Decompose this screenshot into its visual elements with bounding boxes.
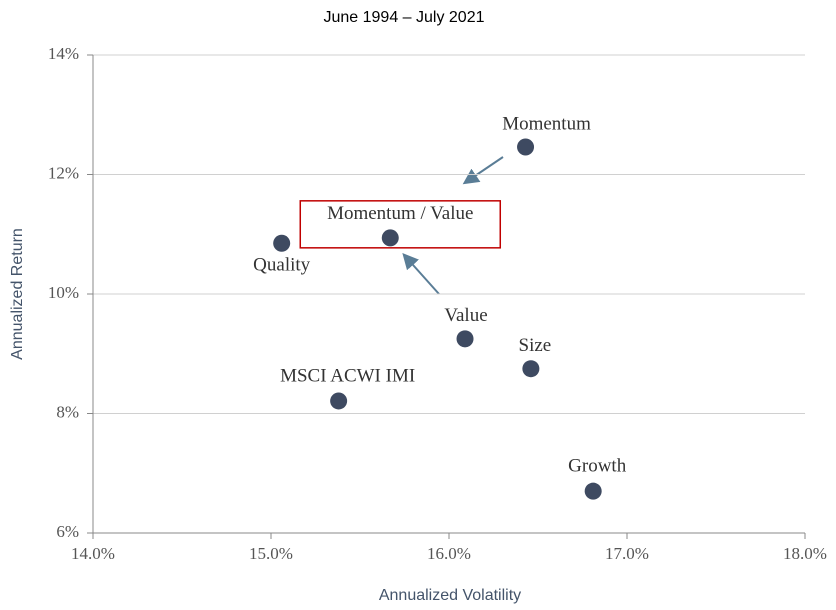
point-label: Momentum / Value (327, 203, 473, 224)
highlight-box (299, 200, 502, 249)
y-tick-label: 8% (56, 402, 79, 421)
arrow (462, 156, 504, 185)
x-tick-label: 17.0% (605, 544, 649, 563)
y-tick-label: 10% (48, 283, 79, 302)
point-label: Size (519, 335, 552, 356)
arrow (402, 253, 440, 295)
point (517, 138, 535, 156)
point-label: Growth (568, 456, 627, 477)
point (584, 482, 602, 500)
x-tick-label: 14.0% (71, 544, 115, 563)
y-tick-label: 12% (48, 163, 79, 182)
point (456, 330, 474, 348)
x-tick-label: 15.0% (249, 544, 293, 563)
x-tick-label: 16.0% (427, 544, 471, 563)
x-tick-label: 18.0% (783, 544, 827, 563)
point (381, 229, 399, 247)
point-label: Momentum (502, 113, 591, 134)
y-tick-label: 14% (48, 44, 79, 63)
point-label: Value (444, 305, 487, 326)
x-axis-label: Annualized Volatility (379, 587, 521, 604)
y-tick-label: 6% (56, 522, 79, 541)
point-label: MSCI ACWI IMI (280, 365, 415, 386)
point (522, 360, 540, 378)
point (330, 392, 348, 410)
point-label: Quality (253, 255, 310, 276)
chart-title: June 1994 – July 2021 (323, 9, 484, 26)
point (273, 234, 291, 252)
y-axis-label: Annualized Return (9, 228, 26, 360)
